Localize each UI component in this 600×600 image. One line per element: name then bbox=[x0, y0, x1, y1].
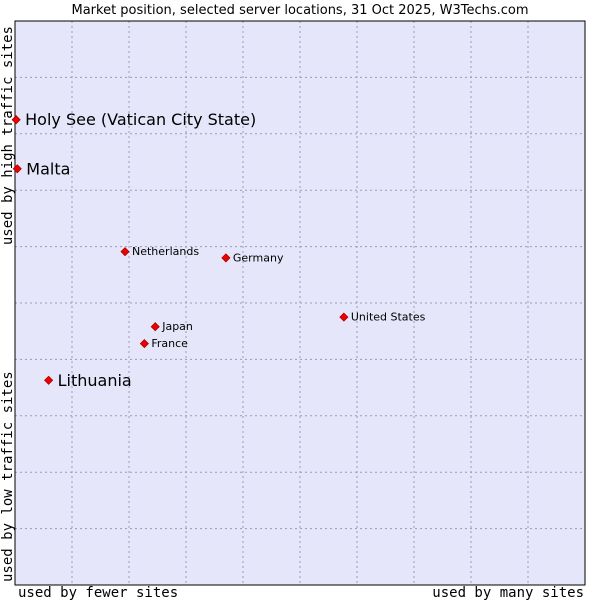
point-marker bbox=[11, 115, 21, 125]
x-axis-label-fewer-sites: used by fewer sites bbox=[18, 585, 178, 600]
plot-frame bbox=[14, 20, 586, 586]
data-point-holy-see-vatican-city-state: Holy See (Vatican City State) bbox=[11, 110, 256, 129]
point-label: United States bbox=[351, 311, 426, 324]
point-marker bbox=[339, 312, 349, 322]
point-label: Holy See (Vatican City State) bbox=[25, 110, 256, 129]
data-point-lithuania: Lithuania bbox=[44, 371, 132, 390]
data-point-japan: Japan bbox=[150, 320, 193, 333]
point-marker bbox=[221, 253, 231, 263]
point-marker bbox=[120, 247, 130, 257]
point-label: Malta bbox=[26, 159, 70, 178]
y-axis-label-high-traffic: used by high traffic sites bbox=[0, 26, 16, 245]
chart-title: Market position, selected server locatio… bbox=[71, 3, 528, 18]
data-points: Holy See (Vatican City State) Malta Nether… bbox=[11, 110, 426, 390]
y-axis-label-low-traffic: used by low traffic sites bbox=[0, 371, 16, 582]
data-point-united-states: United States bbox=[339, 311, 426, 324]
data-point-germany: Germany bbox=[221, 251, 284, 264]
data-point-france: France bbox=[139, 337, 188, 350]
point-marker bbox=[44, 375, 54, 385]
data-point-netherlands: Netherlands bbox=[120, 245, 199, 258]
point-label: Germany bbox=[233, 251, 284, 264]
point-marker bbox=[139, 339, 149, 349]
point-marker bbox=[150, 322, 160, 332]
point-label: Lithuania bbox=[58, 371, 132, 390]
point-label: Netherlands bbox=[132, 245, 199, 258]
data-point-malta: Malta bbox=[12, 159, 70, 178]
x-axis-label-many-sites: used by many sites bbox=[432, 585, 584, 600]
point-marker bbox=[12, 164, 22, 174]
point-label: Japan bbox=[161, 320, 193, 333]
grid-lines bbox=[15, 21, 585, 585]
point-label: France bbox=[151, 337, 188, 350]
